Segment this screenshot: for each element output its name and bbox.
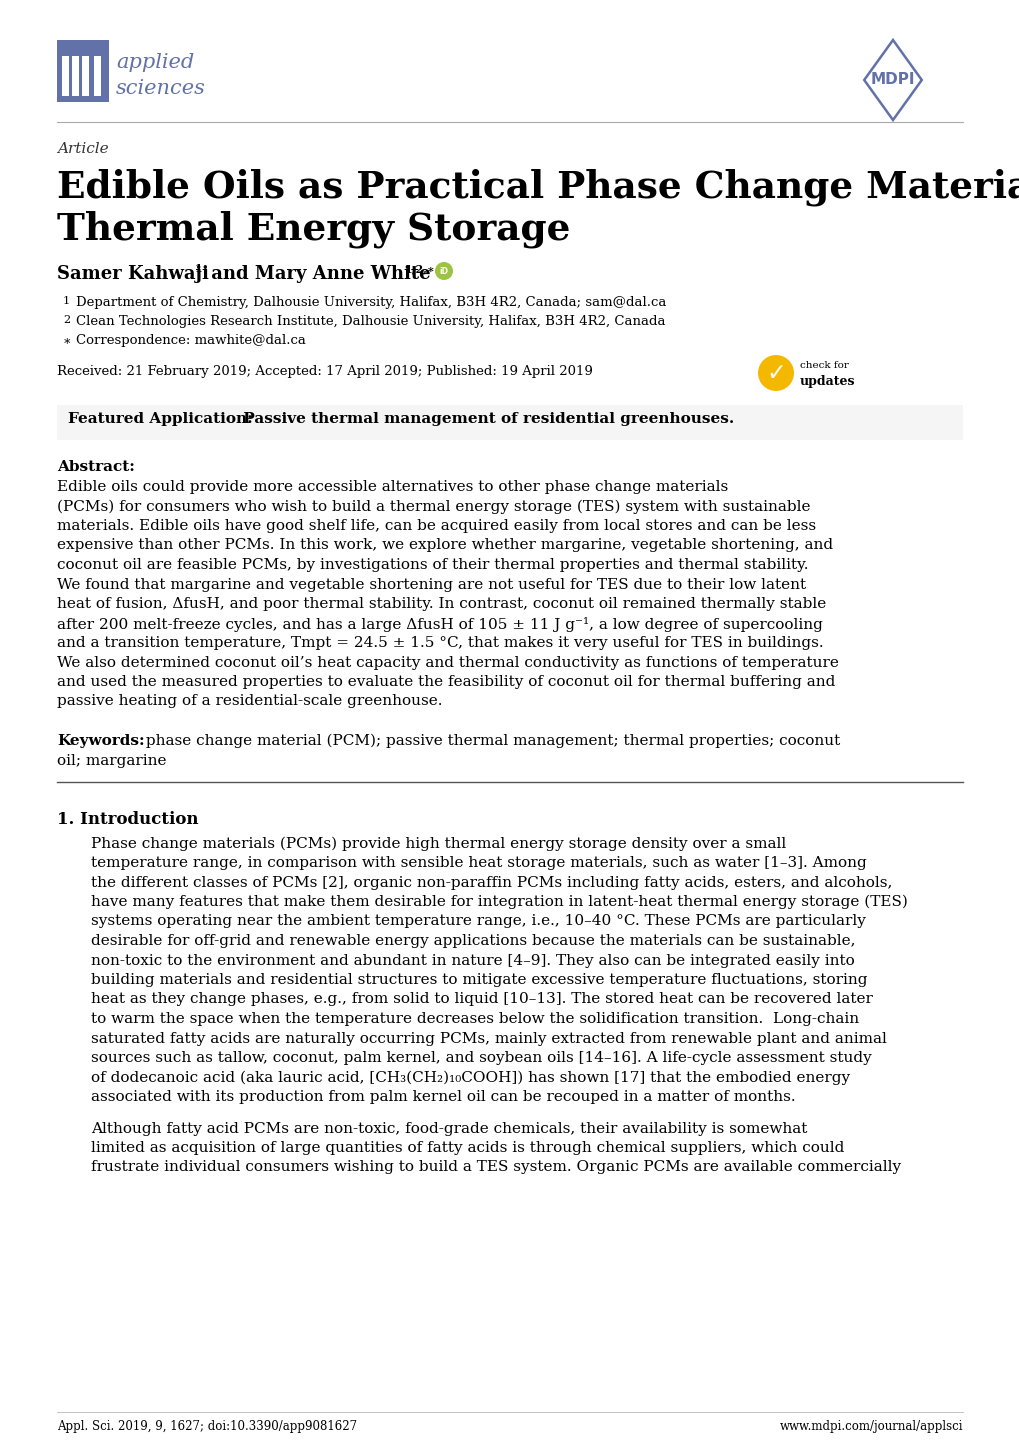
Text: of dodecanoic acid (aka lauric acid, [CH₃(CH₂)₁₀COOH]) has shown [17] that the e: of dodecanoic acid (aka lauric acid, [CH… — [91, 1070, 849, 1084]
Bar — [57, 40, 109, 102]
Text: MDPI: MDPI — [870, 72, 914, 88]
Text: Correspondence: mawhite@dal.ca: Correspondence: mawhite@dal.ca — [76, 335, 306, 348]
Text: limited as acquisition of large quantities of fatty acids is through chemical su: limited as acquisition of large quantiti… — [91, 1141, 844, 1155]
Text: to warm the space when the temperature decreases below the solidification transi: to warm the space when the temperature d… — [91, 1012, 858, 1027]
Text: sources such as tallow, coconut, palm kernel, and soybean oils [14–16]. A life-c: sources such as tallow, coconut, palm ke… — [91, 1051, 871, 1066]
Text: non-toxic to the environment and abundant in nature [4–9]. They also can be inte: non-toxic to the environment and abundan… — [91, 953, 854, 968]
Bar — [62, 89, 69, 97]
Bar — [94, 89, 101, 97]
Text: Featured Application:: Featured Application: — [68, 412, 253, 425]
Text: iD: iD — [439, 267, 448, 275]
Text: ∗: ∗ — [63, 335, 71, 348]
Text: frustrate individual consumers wishing to build a TES system. Organic PCMs are a: frustrate individual consumers wishing t… — [91, 1161, 900, 1174]
Text: phase change material (PCM); passive thermal management; thermal properties; coc: phase change material (PCM); passive the… — [141, 734, 840, 748]
Text: Abstract:: Abstract: — [57, 460, 135, 474]
Text: oil; margarine: oil; margarine — [57, 754, 166, 767]
Text: desirable for off-grid and renewable energy applications because the materials c: desirable for off-grid and renewable ene… — [91, 934, 855, 947]
Bar — [57, 405, 962, 440]
Circle shape — [757, 355, 793, 391]
Text: We found that margarine and vegetable shortening are not useful for TES due to t: We found that margarine and vegetable sh… — [57, 577, 805, 591]
Text: saturated fatty acids are naturally occurring PCMs, mainly extracted from renewa: saturated fatty acids are naturally occu… — [91, 1031, 886, 1045]
Text: updates: updates — [799, 375, 855, 388]
Bar — [82, 89, 89, 97]
Text: and Mary Anne White: and Mary Anne White — [205, 265, 430, 283]
Text: associated with its production from palm kernel oil can be recouped in a matter : associated with its production from palm… — [91, 1090, 795, 1105]
Text: materials. Edible oils have good shelf life, can be acquired easily from local s: materials. Edible oils have good shelf l… — [57, 519, 815, 534]
Text: after 200 melt-freeze cycles, and has a large ΔfusH of 105 ± 11 J g⁻¹, a low deg: after 200 melt-freeze cycles, and has a … — [57, 617, 822, 632]
Text: 1: 1 — [63, 296, 70, 306]
Text: coconut oil are feasible PCMs, by investigations of their thermal properties and: coconut oil are feasible PCMs, by invest… — [57, 558, 808, 572]
Bar — [94, 56, 101, 92]
Text: heat as they change phases, e.g., from solid to liquid [10–13]. The stored heat : heat as they change phases, e.g., from s… — [91, 992, 872, 1007]
Text: Thermal Energy Storage: Thermal Energy Storage — [57, 211, 570, 248]
Text: (PCMs) for consumers who wish to build a thermal energy storage (TES) system wit: (PCMs) for consumers who wish to build a… — [57, 499, 810, 513]
Text: have many features that make them desirable for integration in latent-heat therm: have many features that make them desira… — [91, 895, 907, 910]
Text: Article: Article — [57, 141, 108, 156]
Text: applied: applied — [116, 52, 194, 72]
Text: ✓: ✓ — [765, 360, 785, 385]
Text: Although fatty acid PCMs are non-toxic, food-grade chemicals, their availability: Although fatty acid PCMs are non-toxic, … — [91, 1122, 807, 1135]
Text: Phase change materials (PCMs) provide high thermal energy storage density over a: Phase change materials (PCMs) provide hi… — [91, 836, 786, 851]
Text: and a transition temperature, Tmpt = 24.5 ± 1.5 °C, that makes it very useful fo: and a transition temperature, Tmpt = 24.… — [57, 636, 822, 650]
Text: 1: 1 — [195, 262, 203, 274]
Text: sciences: sciences — [116, 78, 206, 98]
Text: temperature range, in comparison with sensible heat storage materials, such as w: temperature range, in comparison with se… — [91, 857, 866, 870]
Text: Edible oils could provide more accessible alternatives to other phase change mat: Edible oils could provide more accessibl… — [57, 480, 728, 495]
Bar — [82, 56, 89, 92]
Text: Edible Oils as Practical Phase Change Materials for: Edible Oils as Practical Phase Change Ma… — [57, 169, 1019, 206]
Text: and used the measured properties to evaluate the feasibility of coconut oil for : and used the measured properties to eval… — [57, 675, 835, 689]
Text: We also determined coconut oil’s heat capacity and thermal conductivity as funct: We also determined coconut oil’s heat ca… — [57, 656, 838, 669]
Text: heat of fusion, ΔfusH, and poor thermal stability. In contrast, coconut oil rema: heat of fusion, ΔfusH, and poor thermal … — [57, 597, 825, 611]
Bar — [72, 56, 78, 92]
Bar — [62, 56, 69, 92]
Circle shape — [434, 262, 452, 280]
Text: 1. Introduction: 1. Introduction — [57, 812, 199, 829]
Text: Received: 21 February 2019; Accepted: 17 April 2019; Published: 19 April 2019: Received: 21 February 2019; Accepted: 17… — [57, 365, 592, 378]
Text: Clean Technologies Research Institute, Dalhousie University, Halifax, B3H 4R2, C: Clean Technologies Research Institute, D… — [76, 314, 664, 327]
Text: Appl. Sci. 2019, 9, 1627; doi:10.3390/app9081627: Appl. Sci. 2019, 9, 1627; doi:10.3390/ap… — [57, 1420, 357, 1433]
Text: check for: check for — [799, 362, 848, 371]
Text: Samer Kahwaji: Samer Kahwaji — [57, 265, 209, 283]
Text: Keywords:: Keywords: — [57, 734, 145, 748]
Text: Passive thermal management of residential greenhouses.: Passive thermal management of residentia… — [237, 412, 734, 425]
Text: systems operating near the ambient temperature range, i.e., 10–40 °C. These PCMs: systems operating near the ambient tempe… — [91, 914, 865, 929]
Text: expensive than other PCMs. In this work, we explore whether margarine, vegetable: expensive than other PCMs. In this work,… — [57, 538, 833, 552]
Bar — [72, 89, 78, 97]
Text: 1,2,∗: 1,2,∗ — [405, 262, 435, 274]
Text: the different classes of PCMs [2], organic non-paraffin PCMs including fatty aci: the different classes of PCMs [2], organ… — [91, 875, 892, 890]
Text: passive heating of a residential-scale greenhouse.: passive heating of a residential-scale g… — [57, 695, 442, 708]
Text: Department of Chemistry, Dalhousie University, Halifax, B3H 4R2, Canada; sam@dal: Department of Chemistry, Dalhousie Unive… — [76, 296, 665, 309]
Text: building materials and residential structures to mitigate excessive temperature : building materials and residential struc… — [91, 973, 866, 986]
Text: 2: 2 — [63, 314, 70, 324]
Text: www.mdpi.com/journal/applsci: www.mdpi.com/journal/applsci — [779, 1420, 962, 1433]
